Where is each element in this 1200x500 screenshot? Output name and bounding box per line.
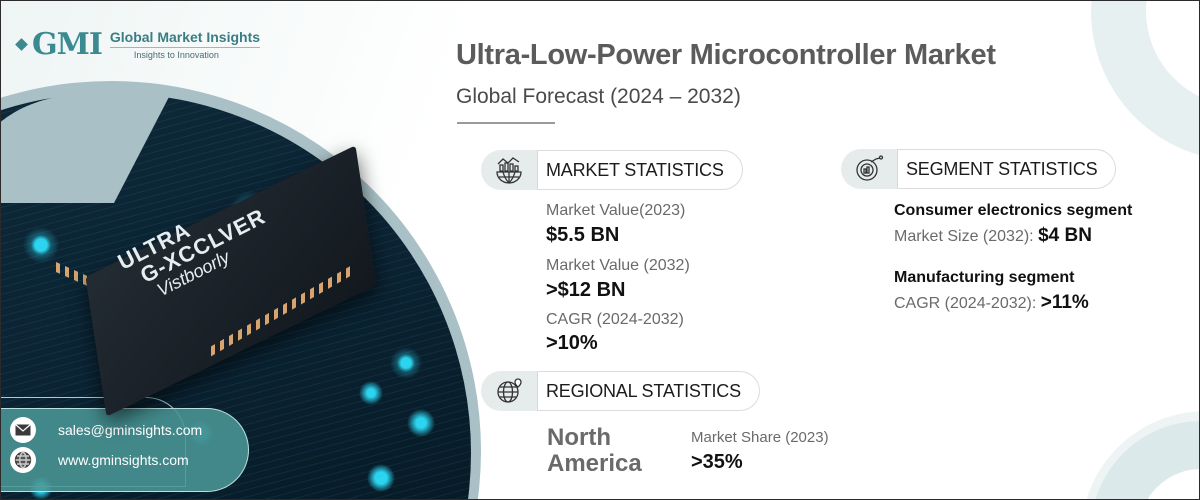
page-subtitle: Global Forecast (2024 – 2032) [456, 85, 741, 108]
segment-statistics-header: SEGMENT STATISTICS [841, 149, 1117, 189]
gmi-logo: GMI Global Market Insights Insights to I… [15, 27, 261, 62]
region-name-line2: America [547, 450, 642, 477]
stat-value-cagr: >10% [546, 332, 598, 354]
contact-panel: sales@gminsights.com www.gminsights.com [1, 408, 249, 492]
chart-globe-icon [481, 150, 537, 190]
segment-title-manufacturing: Manufacturing segment [894, 269, 1075, 286]
page-title: Ultra-Low-Power Microcontroller Market [456, 39, 996, 71]
logo-mark-text: GMI [32, 27, 103, 62]
email-link[interactable]: sales@gminsights.com [58, 422, 203, 438]
title-divider [457, 122, 555, 124]
region-name: North America [547, 425, 642, 477]
diamond-icon [15, 38, 28, 51]
segment-value: $4 BN [1038, 225, 1092, 246]
regional-share-value: >35% [691, 451, 743, 473]
target-chart-icon [841, 149, 897, 189]
decorative-arc-top-right [1091, 1, 1199, 161]
region-name-line1: North [547, 424, 611, 451]
segment-line-manufacturing: CAGR (2024-2032): >11% [894, 292, 1089, 314]
stat-value-market-value-2023: $5.5 BN [546, 224, 620, 246]
stat-label-cagr: CAGR (2024-2032) [546, 311, 684, 328]
segment-line-consumer-electronics: Market Size (2032): $4 BN [894, 225, 1092, 247]
brand-name: Global Market Insights [109, 29, 261, 48]
globe-icon [10, 447, 36, 473]
segment-value: >11% [1040, 292, 1089, 313]
segment-label: CAGR (2024-2032): [894, 295, 1041, 312]
regional-statistics-heading: REGIONAL STATISTICS [537, 371, 760, 411]
globe-pin-icon [481, 371, 537, 411]
market-statistics-heading: MARKET STATISTICS [537, 150, 743, 190]
logo-mark: GMI [15, 27, 103, 62]
envelope-icon [10, 417, 36, 443]
regional-share-label: Market Share (2023) [691, 429, 829, 446]
brand-tagline: Insights to Innovation [133, 50, 219, 60]
website-link[interactable]: www.gminsights.com [58, 452, 189, 468]
website-row[interactable]: www.gminsights.com [10, 447, 189, 473]
stat-label-market-value-2023: Market Value(2023) [546, 202, 686, 219]
email-row[interactable]: sales@gminsights.com [10, 417, 202, 443]
regional-statistics-header: REGIONAL STATISTICS [481, 371, 760, 411]
segment-label: Market Size (2032): [894, 228, 1039, 245]
market-statistics-header: MARKET STATISTICS [481, 150, 743, 190]
stat-value-market-value-2032: >$12 BN [546, 279, 626, 301]
segment-statistics-heading: SEGMENT STATISTICS [897, 149, 1117, 189]
segment-title-consumer-electronics: Consumer electronics segment [894, 202, 1133, 219]
stat-label-market-value-2032: Market Value (2032) [546, 257, 690, 274]
